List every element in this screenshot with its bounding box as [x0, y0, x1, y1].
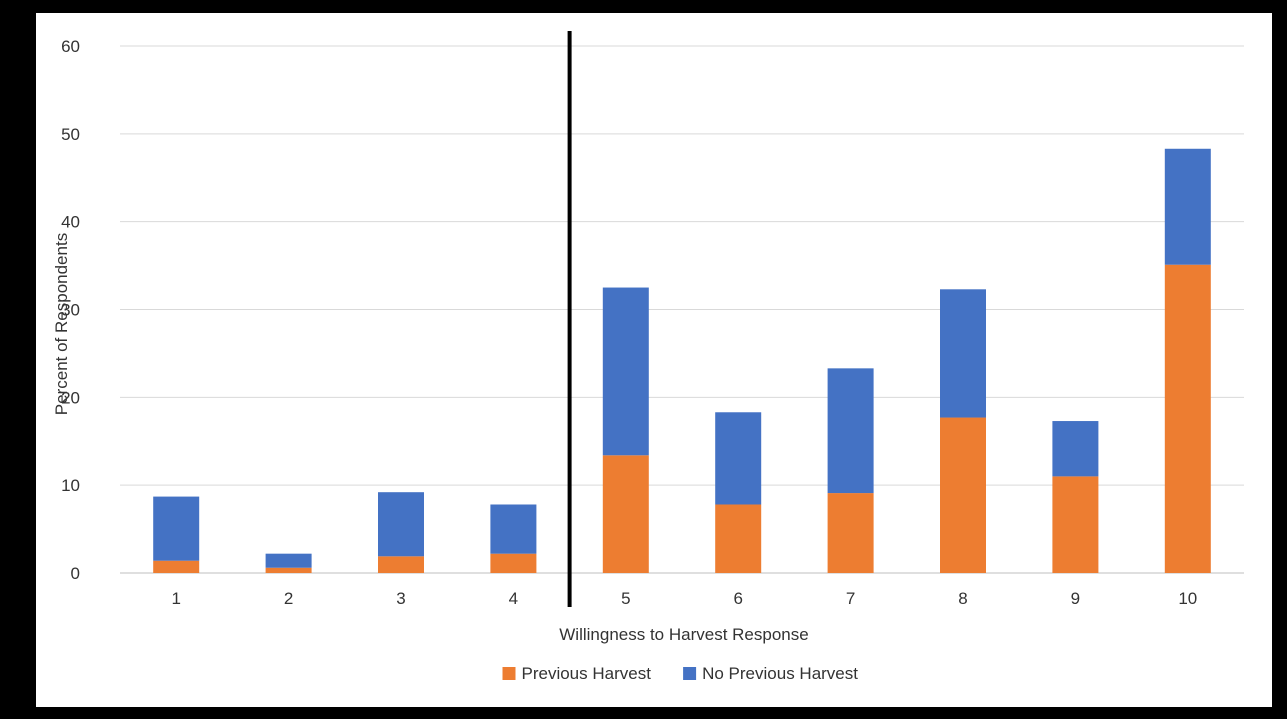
x-axis-title: Willingness to Harvest Response [559, 625, 808, 644]
legend-item: Previous Harvest [502, 664, 652, 683]
bar-segment [1052, 421, 1099, 477]
bar-segment [378, 492, 424, 557]
bar-segment [827, 368, 874, 494]
y-tick-label: 40 [61, 213, 80, 232]
legend-item: No Previous Harvest [683, 664, 858, 683]
chart-area: 0 10 20 30 40 50 60 1 2 3 4 5 6 7 8 9 10 Percent of Res… [36, 13, 1272, 707]
x-tick-label: 1 [171, 589, 180, 608]
y-tick-label: 0 [71, 564, 80, 583]
bar-segment [940, 417, 986, 573]
x-tick-label: 8 [958, 589, 967, 608]
y-tick-label: 60 [61, 37, 80, 56]
x-tick-label: 5 [621, 589, 630, 608]
x-tick-label: 9 [1071, 589, 1080, 608]
bar-segment [602, 287, 649, 456]
bar-segment [153, 560, 200, 573]
legend-label: No Previous Harvest [702, 664, 858, 683]
y-tick-label: 20 [61, 388, 80, 407]
y-axis-title: Percent of Respondents [52, 233, 71, 415]
bar-segment [715, 504, 762, 573]
x-tick-label: 6 [733, 589, 742, 608]
legend-swatch [683, 667, 697, 680]
bar-segment [153, 496, 200, 561]
y-tick-labels: 0 10 20 30 40 50 60 [61, 37, 80, 583]
x-tick-label: 3 [396, 589, 405, 608]
bar-segment [1164, 148, 1211, 265]
legend-swatch [502, 667, 516, 680]
gridlines [120, 45, 1244, 574]
legend: Previous Harvest No Previous Harvest [502, 664, 858, 683]
bar-segment [1052, 476, 1099, 573]
bar-segment [940, 289, 986, 418]
legend-label: Previous Harvest [522, 664, 652, 683]
y-tick-label: 30 [61, 301, 80, 320]
y-tick-label: 10 [61, 476, 80, 495]
bar-segment [827, 493, 874, 573]
bar-segment [490, 553, 537, 573]
x-tick-label: 4 [509, 589, 518, 608]
bar-segment [265, 567, 312, 573]
bar-segment [715, 412, 762, 505]
bars [153, 148, 1211, 573]
bar-segment [378, 556, 424, 573]
x-tick-label: 10 [1178, 589, 1197, 608]
bar-segment [490, 504, 537, 554]
y-tick-label: 50 [61, 125, 80, 144]
x-tick-label: 7 [846, 589, 855, 608]
stacked-bar-chart: 0 10 20 30 40 50 60 1 2 3 4 5 6 7 8 9 10 Percent of Res… [52, 31, 1244, 683]
x-tick-labels: 1 2 3 4 5 6 7 8 9 10 [171, 589, 1197, 608]
bar-segment [602, 455, 649, 573]
bar-segment [265, 553, 312, 568]
x-tick-label: 2 [284, 589, 293, 608]
bar-segment [1164, 264, 1211, 573]
